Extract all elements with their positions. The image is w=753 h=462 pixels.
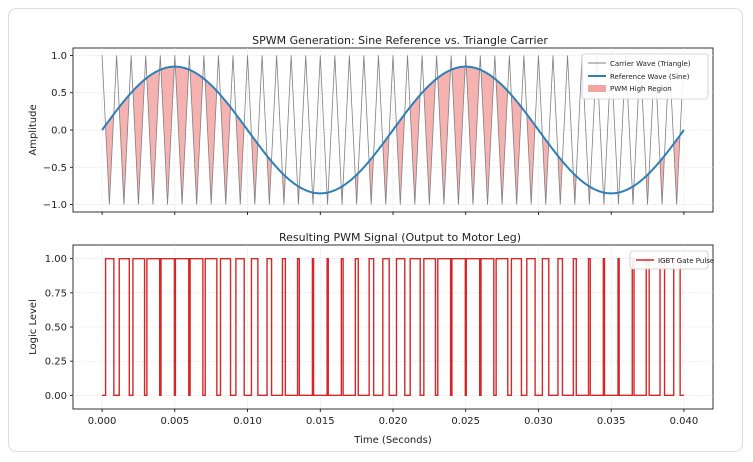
reference-wave-line xyxy=(101,65,685,195)
y-tick-label: 1.0 xyxy=(51,51,67,62)
x-tick-label: 0.030 xyxy=(524,416,553,427)
bottom-chart-title: Resulting PWM Signal (Output to Motor Le… xyxy=(279,231,521,244)
top-chart-title: SPWM Generation: Sine Reference vs. Tria… xyxy=(252,34,548,47)
pwm-high-region xyxy=(205,79,217,205)
pwm-high-region-fill xyxy=(105,66,680,205)
legend-pwm-region-swatch xyxy=(588,85,606,92)
pwm-high-region xyxy=(220,95,231,205)
legend-pwm-region-label: PWM High Region xyxy=(610,85,672,93)
pwm-high-region xyxy=(190,70,203,205)
bottom-chart-y-label: Logic Level xyxy=(28,299,39,355)
pwm-high-region xyxy=(369,155,374,205)
y-tick-label: 0.50 xyxy=(45,323,67,334)
pwm-high-region xyxy=(410,95,421,205)
pwm-high-region xyxy=(481,70,494,205)
bottom-x-ticks: 0.000 0.005 0.010 0.015 0.020 0.025 0.030 0.035… xyxy=(88,409,698,427)
pwm-high-region xyxy=(526,114,535,205)
pwm-high-region xyxy=(557,155,563,205)
pwm-high-region xyxy=(437,70,451,205)
bottom-series-lines xyxy=(102,257,684,397)
legend-gate-pulse-label: IGBT Gate Pulse xyxy=(658,257,714,265)
y-tick-label: −1.0 xyxy=(43,200,67,211)
x-tick-label: 0.015 xyxy=(306,416,335,427)
bottom-legend: IGBT Gate Pulse xyxy=(629,250,714,270)
pwm-high-region xyxy=(161,66,175,205)
y-tick-label: 0.25 xyxy=(45,357,67,368)
top-y-ticks: 1.0 0.5 0.0 −0.5 −1.0 xyxy=(43,51,73,211)
pwm-high-region xyxy=(105,114,114,205)
x-tick-label: 0.035 xyxy=(597,416,626,427)
pwm-high-region xyxy=(175,66,189,205)
x-tick-label: 0.025 xyxy=(451,416,480,427)
x-tick-label: 0.040 xyxy=(670,416,699,427)
y-tick-label: 0.00 xyxy=(45,391,67,402)
top-legend: Carrier Wave (Triangle) Reference Wave (… xyxy=(581,53,709,100)
pwm-high-region xyxy=(382,135,390,205)
legend-carrier-label: Carrier Wave (Triangle) xyxy=(610,60,691,68)
pwm-high-region xyxy=(396,114,405,205)
pwm-high-region xyxy=(146,70,160,205)
pwm-high-region xyxy=(673,135,680,205)
carrier-wave-line xyxy=(101,55,685,205)
pwm-high-region xyxy=(267,155,272,205)
igbt-gate-pulse-line xyxy=(102,257,684,397)
pwm-high-region xyxy=(132,79,145,205)
y-tick-label: 0.0 xyxy=(51,126,67,137)
pwm-high-region xyxy=(235,114,245,205)
x-tick-label: 0.010 xyxy=(233,416,262,427)
pwm-high-region xyxy=(542,135,549,205)
x-tick-label: 0.000 xyxy=(88,416,117,427)
pwm-high-region xyxy=(466,66,480,205)
pwm-high-region xyxy=(423,79,436,205)
y-tick-label: 0.5 xyxy=(51,88,67,99)
pwm-high-region xyxy=(251,135,258,205)
bottom-y-ticks: 1.00 0.75 0.50 0.25 0.00 xyxy=(45,254,73,402)
bottom-chart-x-label: Time (Seconds) xyxy=(353,435,432,446)
x-tick-label: 0.005 xyxy=(160,416,189,427)
pwm-high-region xyxy=(496,79,508,205)
top-series-lines xyxy=(101,55,685,205)
pwm-high-region xyxy=(119,95,130,205)
y-tick-label: −0.5 xyxy=(43,163,67,174)
top-chart: SPWM Generation: Sine Reference vs. Tria… xyxy=(28,34,714,215)
bottom-chart: Resulting PWM Signal (Output to Motor Le… xyxy=(28,231,714,446)
top-x-ticks xyxy=(101,212,685,215)
top-chart-y-label: Amplitude xyxy=(28,104,39,155)
y-tick-label: 1.00 xyxy=(45,254,67,265)
pwm-high-region xyxy=(511,95,522,205)
pwm-high-region xyxy=(451,66,466,205)
figure: SPWM Generation: Sine Reference vs. Tria… xyxy=(28,34,714,446)
pwm-high-region xyxy=(660,155,665,205)
legend-sine-label: Reference Wave (Sine) xyxy=(610,73,690,81)
figure-card: SPWM Generation: Sine Reference vs. Tria… xyxy=(8,8,743,452)
y-tick-label: 0.75 xyxy=(45,288,67,299)
x-tick-label: 0.020 xyxy=(379,416,408,427)
